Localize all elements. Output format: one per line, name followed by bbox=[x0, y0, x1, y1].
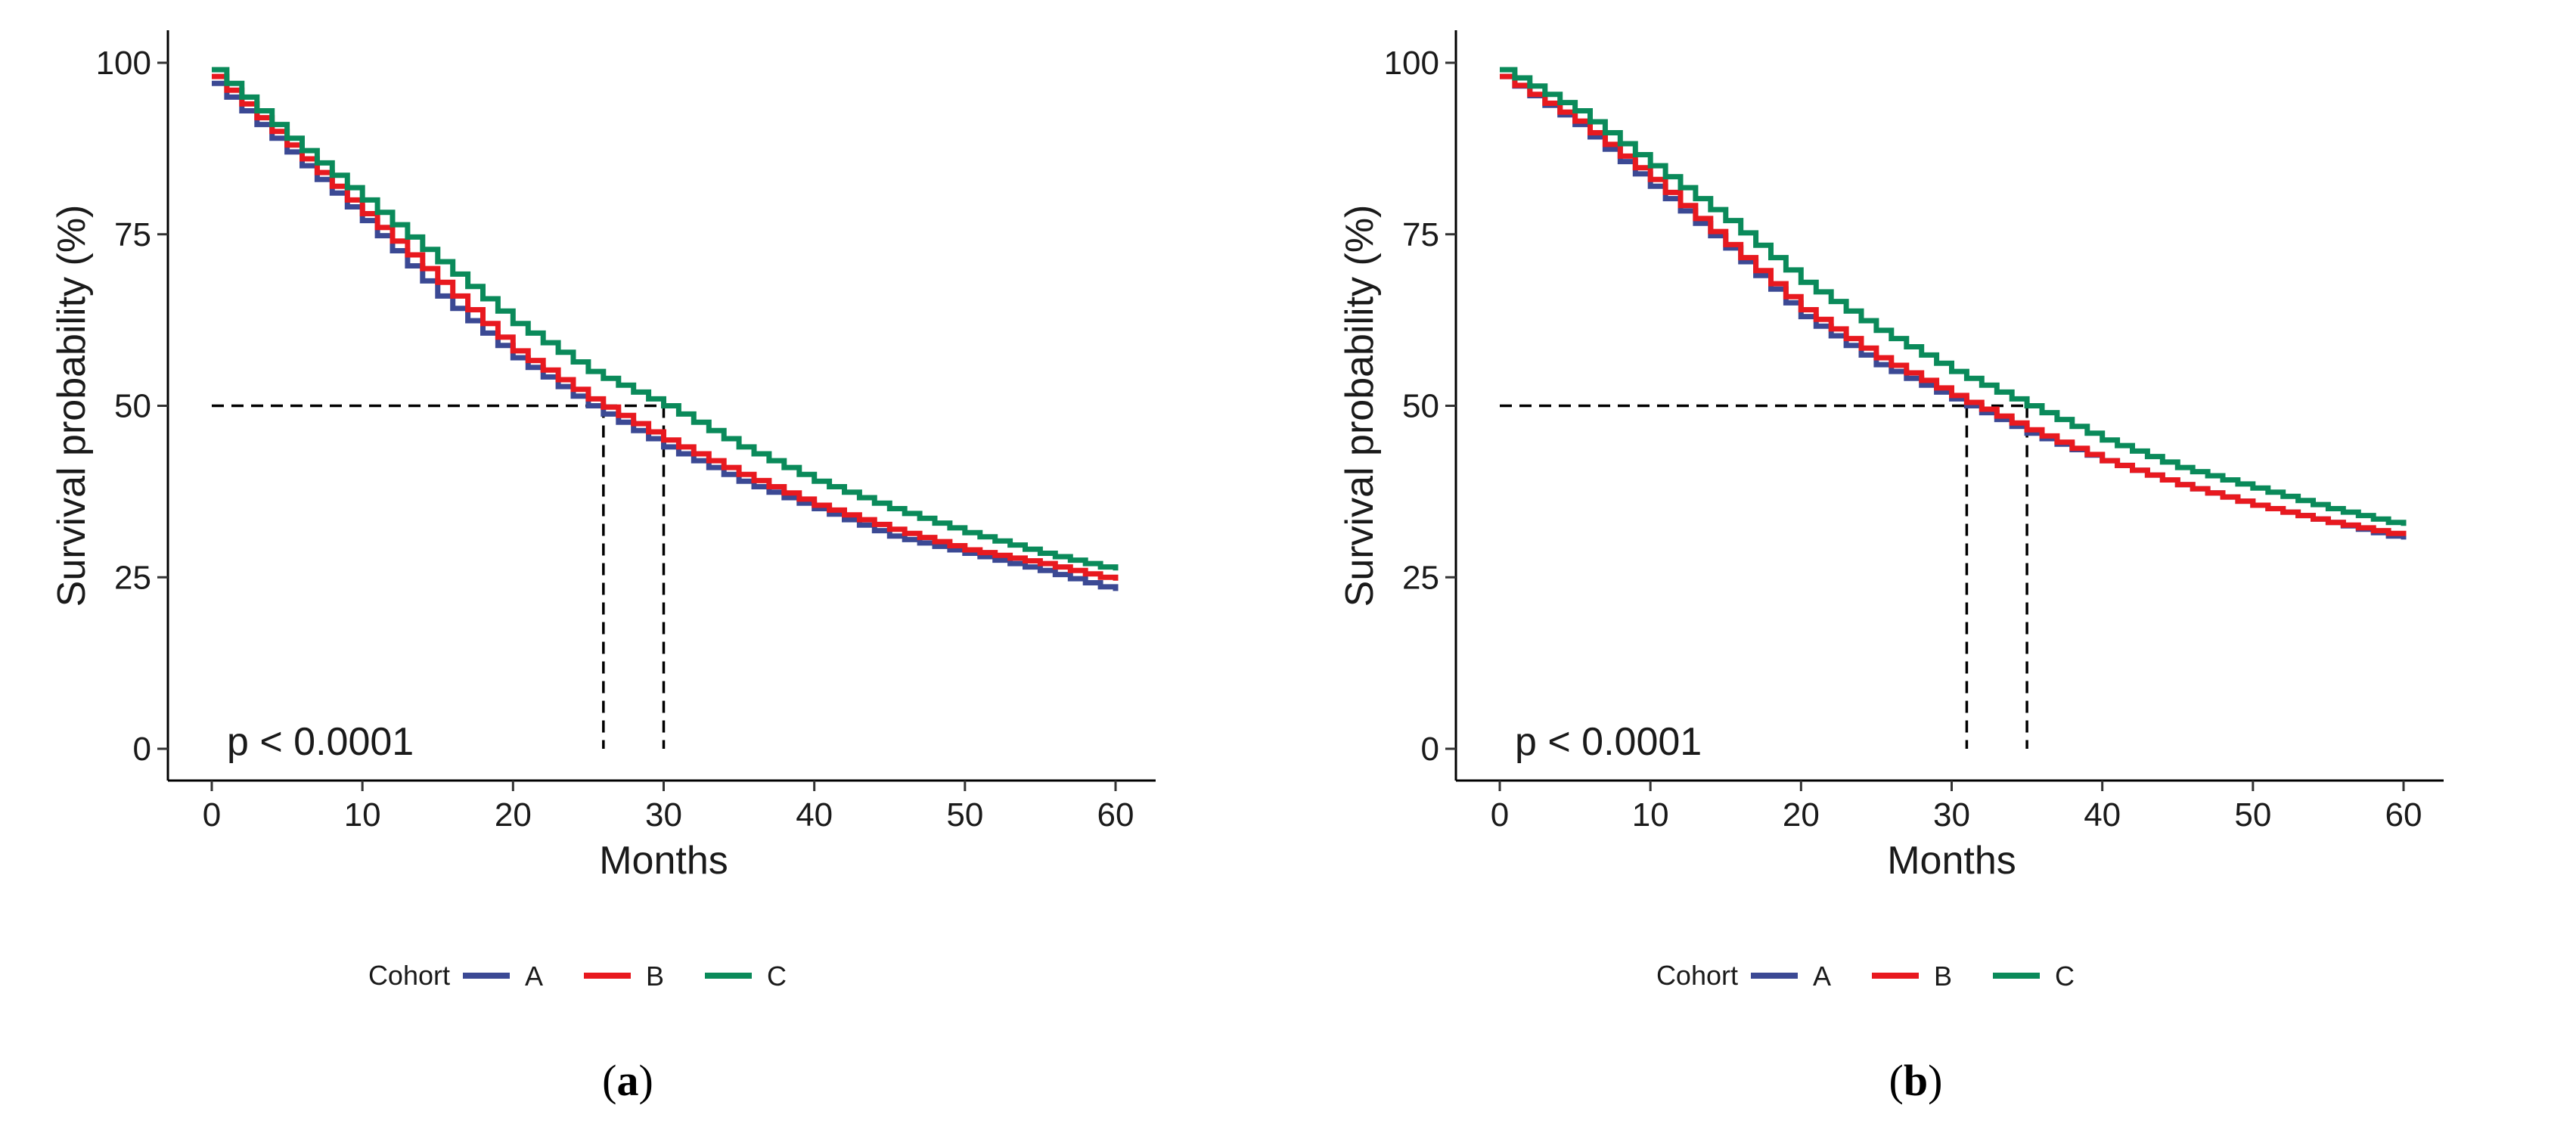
chart-svg-a: 0 25 50 75 100 0 10 20 30 40 50 60 Months Survival pr… bbox=[50, 30, 1156, 1105]
p-value-annotation: p < 0.0001 bbox=[227, 720, 414, 764]
x-tick-label: 20 bbox=[1783, 796, 1820, 833]
x-tick-label: 10 bbox=[344, 796, 381, 833]
y-tick-label: 25 bbox=[1402, 559, 1439, 596]
legend-title: Cohort bbox=[368, 960, 450, 991]
series-a-curve bbox=[212, 80, 1119, 591]
panel-label-letter: a bbox=[617, 1056, 639, 1105]
x-tick-label: 0 bbox=[203, 796, 221, 833]
series-b-curve bbox=[1500, 73, 2407, 536]
x-tick-label: 50 bbox=[946, 796, 983, 833]
series-c-curve bbox=[212, 67, 1119, 571]
legend-label-c: C bbox=[2055, 961, 2075, 992]
y-tick-label: 0 bbox=[1421, 731, 1439, 768]
legend-label-b: B bbox=[1934, 961, 1952, 992]
panel-label: (b) bbox=[1889, 1056, 1943, 1105]
panel-label: (a) bbox=[602, 1056, 653, 1105]
legend-title: Cohort bbox=[1656, 960, 1738, 991]
x-tick-label: 10 bbox=[1632, 796, 1669, 833]
x-axis-title: Months bbox=[599, 839, 728, 883]
y-tick-label: 100 bbox=[96, 45, 151, 82]
chart-svg-b: 0 25 50 75 100 0 10 20 30 40 50 60 Months Survival pr… bbox=[1338, 30, 2444, 1105]
x-tick-label: 40 bbox=[796, 796, 833, 833]
x-tick-label: 30 bbox=[645, 796, 682, 833]
chart-panel-a: 0 25 50 75 100 0 10 20 30 40 50 60 Months Survival pr… bbox=[50, 30, 1156, 1105]
y-axis-title: Survival probability (%) bbox=[1338, 205, 1382, 607]
series-b-curve bbox=[212, 73, 1119, 581]
y-tick-label: 100 bbox=[1384, 45, 1439, 82]
y-tick-label: 75 bbox=[1402, 216, 1439, 253]
x-tick-label: 60 bbox=[2385, 796, 2422, 833]
y-axis-title: Survival probability (%) bbox=[50, 205, 94, 607]
legend-label-a: A bbox=[525, 961, 543, 992]
x-tick-label: 50 bbox=[2234, 796, 2271, 833]
chart-panel-b: 0 25 50 75 100 0 10 20 30 40 50 60 Months Survival pr… bbox=[1288, 0, 2576, 1133]
p-value-annotation: p < 0.0001 bbox=[1515, 720, 1702, 764]
panel-label-letter: b bbox=[1904, 1056, 1928, 1105]
x-axis-title: Months bbox=[1887, 839, 2016, 883]
y-tick-label: 0 bbox=[133, 731, 151, 768]
legend-label-c: C bbox=[767, 961, 787, 992]
x-tick-label: 0 bbox=[1491, 796, 1509, 833]
legend-label-a: A bbox=[1813, 961, 1831, 992]
y-tick-label: 75 bbox=[114, 216, 151, 253]
y-tick-label: 50 bbox=[1402, 388, 1439, 425]
legend-label-b: B bbox=[646, 961, 664, 992]
series-c-curve bbox=[1500, 67, 2407, 526]
x-tick-label: 40 bbox=[2084, 796, 2121, 833]
y-tick-label: 25 bbox=[114, 559, 151, 596]
y-tick-label: 50 bbox=[114, 388, 151, 425]
x-tick-label: 20 bbox=[495, 796, 532, 833]
x-tick-label: 60 bbox=[1097, 796, 1134, 833]
x-tick-label: 30 bbox=[1933, 796, 1970, 833]
